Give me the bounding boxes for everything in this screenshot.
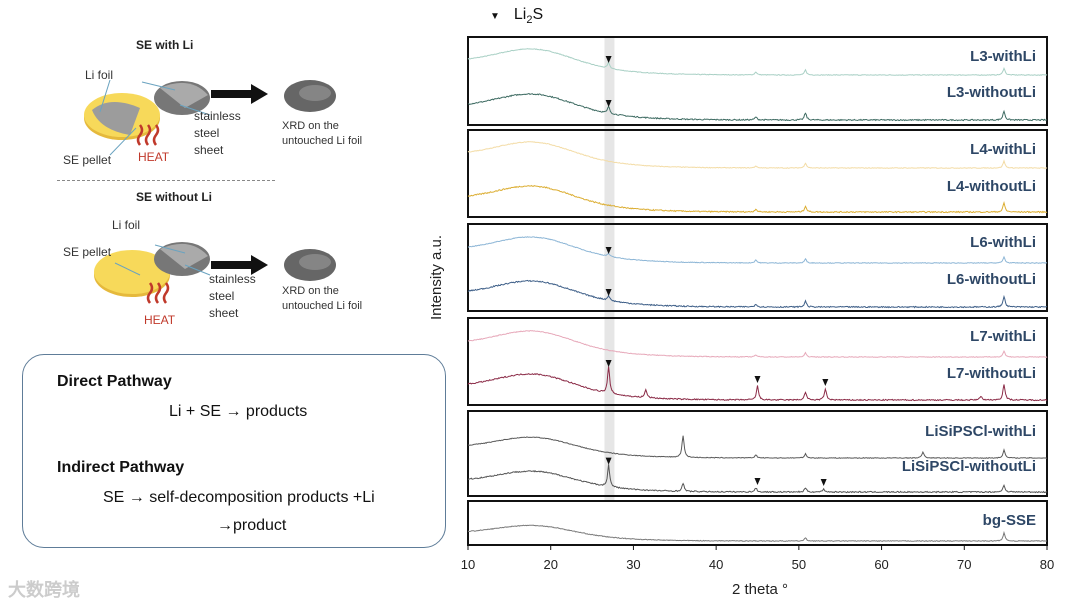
- panel-frame: [467, 129, 1048, 218]
- panel-frame: [467, 410, 1048, 497]
- series-line-L7-withLi: [467, 330, 1048, 358]
- li2s-marker-icon: [605, 360, 612, 367]
- li2s-marker-icon: [605, 457, 612, 465]
- label-se-pellet: SE pellet: [63, 245, 112, 259]
- arrow-right-icon: [251, 84, 268, 104]
- x-tick-label: 30: [626, 557, 641, 572]
- series-label: L3-withLi: [970, 48, 1036, 65]
- panel-frame: [467, 223, 1048, 312]
- series-line-LiSiPSCl-withLi: [467, 435, 1048, 459]
- heat-icon: [136, 124, 160, 146]
- x-axis-label: 2 theta °: [732, 581, 789, 598]
- label-xrd: untouched Li foil: [282, 135, 363, 147]
- series-line-L4-withLi: [467, 141, 1048, 169]
- label-heat: HEAT: [144, 313, 176, 327]
- label-xrd: XRD on the: [282, 120, 339, 132]
- series-label: L3-withoutLi: [946, 84, 1036, 101]
- label-steel: sheet: [209, 306, 239, 320]
- diagram-title-with-li: SE with Li: [136, 38, 194, 52]
- series-label: L7-withoutLi: [946, 365, 1036, 382]
- li2s-marker-icon: [605, 247, 612, 254]
- x-tick-label: 20: [543, 557, 558, 572]
- series-label: L4-withoutLi: [946, 178, 1036, 195]
- with-li-illustration: [84, 79, 336, 156]
- label-heat: HEAT: [138, 150, 170, 164]
- label-steel: sheet: [194, 143, 224, 157]
- series-label: LiSiPSCl-withLi: [925, 423, 1036, 440]
- heat-icon: [146, 282, 170, 304]
- without-li-illustration: [94, 242, 336, 304]
- x-tick-label: 40: [708, 557, 724, 572]
- legend-label-end: S: [532, 6, 544, 23]
- label-steel: stainless: [209, 272, 256, 286]
- x-tick-label: 80: [1039, 557, 1055, 572]
- series-label: L6-withLi: [970, 234, 1036, 251]
- label-steel: stainless: [194, 109, 241, 123]
- panel-frame: [467, 500, 1048, 546]
- direct-pathway-title: Direct Pathway: [57, 373, 172, 390]
- indirect-pathway-title: Indirect Pathway: [57, 459, 185, 476]
- li2s-marker-icon: [822, 379, 829, 386]
- series-line-L4-withoutLi: [467, 184, 1048, 214]
- pathways-box: Direct Pathway Li + SE → products Indire…: [22, 354, 446, 548]
- series-line-L6-withoutLi: [467, 279, 1048, 309]
- series-line-bg-SSE: [467, 524, 1047, 542]
- li2s-marker-icon: [605, 56, 612, 63]
- series-label: LiSiPSCl-withoutLi: [901, 458, 1036, 475]
- label-li-foil: Li foil: [85, 68, 114, 82]
- x-tick-label: 70: [957, 557, 972, 572]
- direct-pathway-equation: Li + SE → products: [169, 403, 308, 420]
- arrow-right-icon: [251, 255, 268, 275]
- legend-label-sub: 2: [526, 14, 533, 27]
- series-line-LiSiPSCl-withoutLi: [467, 464, 1048, 494]
- watermark: 大数跨境: [8, 580, 80, 600]
- x-tick-label: 60: [874, 557, 889, 572]
- label-xrd: XRD on the: [282, 285, 339, 297]
- panel-frame: [467, 317, 1048, 406]
- diagram-title-without-li: SE without Li: [136, 190, 212, 204]
- label-steel: steel: [194, 126, 220, 140]
- x-tick-label: 10: [460, 557, 476, 572]
- li2s-marker-icon: [605, 100, 612, 107]
- label-li-foil: Li foil: [112, 218, 141, 232]
- series-line-L6-withLi: [467, 236, 1048, 264]
- label-se-pellet: SE pellet: [63, 153, 112, 167]
- series-label: L4-withLi: [970, 141, 1036, 158]
- divider: [57, 180, 275, 181]
- legend-label: Li: [513, 6, 527, 23]
- series-label: L6-withoutLi: [946, 271, 1036, 288]
- legend: ▼ Li2S: [490, 6, 543, 26]
- x-tick-label: 50: [791, 557, 807, 572]
- li2s-marker-icon: [605, 289, 612, 296]
- indirect-pathway-equation: SE → self-decomposition products +Li: [103, 489, 375, 506]
- series-line-L3-withoutLi: [467, 93, 1048, 122]
- label-steel: steel: [209, 289, 235, 303]
- series-line-L7-withoutLi: [467, 366, 1048, 402]
- label-xrd: untouched Li foil: [282, 300, 363, 312]
- series-label: bg-SSE: [982, 512, 1036, 529]
- li2s-marker-icon: [820, 479, 827, 486]
- legend-marker-icon: ▼: [490, 11, 500, 22]
- panel-frame: [467, 36, 1048, 126]
- indirect-pathway-equation-cont: →product: [217, 517, 287, 534]
- li2s-marker-icon: [754, 376, 761, 383]
- li2s-marker-icon: [754, 478, 761, 485]
- series-label: L7-withLi: [970, 328, 1036, 345]
- series-line-L3-withLi: [467, 48, 1048, 76]
- li2s-highlight-band: [604, 37, 615, 500]
